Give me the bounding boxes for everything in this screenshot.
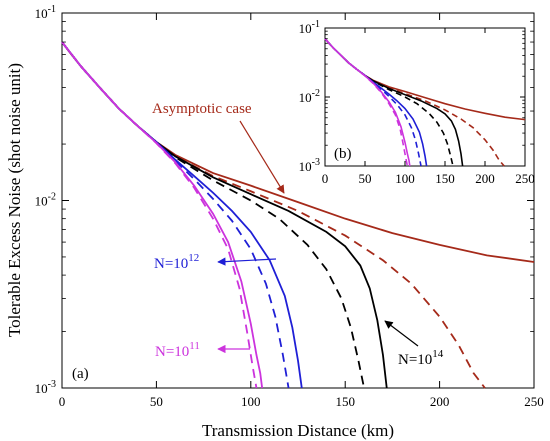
inset-series-n12_dashed [324,38,422,167]
main-series-n14_dashed [61,41,365,389]
panel-label-b: (b) [334,146,352,162]
inset-x-ticks: 0 50 100 150 200 250 [322,28,535,186]
annotation-n12-exp: 12 [188,252,199,264]
annotation-n11-base: N=10 [155,344,189,360]
x-axis-label: Transmission Distance (km) [202,421,394,440]
main-y-tick-label: 10-1 [35,4,56,21]
annotation-n14-exp: 14 [432,348,444,360]
inset-plot: 0 50 100 150 200 250 10-310-210-1 (b) [299,19,535,186]
inset-series-n11_dashed [324,38,409,167]
inset-series-group [324,38,526,167]
inset-x-tick-label: 100 [395,171,415,186]
main-y-tick-label: 10-2 [35,192,56,209]
inset-y-tick-exp: -2 [312,88,320,99]
inset-x-tick-label: 250 [515,171,535,186]
main-y-tick-exp: -3 [48,379,56,390]
main-x-ticks: 0 50 100 150 200 250 [59,13,544,409]
annotation-n12-base: N=10 [154,256,188,272]
annotations: Asymptotic case N=1012 N=1011 N=1014 [152,101,444,368]
main-series-group [61,41,535,389]
arrow-n14 [384,320,419,347]
inset-x-tick-label: 150 [435,171,455,186]
inset-series-n11_solid [324,38,411,167]
inset-y-tick-exp: -1 [312,19,320,30]
main-x-tick-label: 50 [150,394,163,409]
main-y-tick-base: 10 [35,6,48,21]
main-x-tick-label: 150 [335,394,355,409]
inset-y-ticks: 10-310-210-1 [299,19,525,174]
main-y-ticks: 10-310-210-1 [35,4,534,396]
panel-label-a: (a) [72,366,89,382]
main-series-n11_dashed [61,41,258,389]
main-y-tick-label: 10-3 [35,379,56,396]
annotation-n12: N=1012 [154,252,199,272]
main-y-tick-base: 10 [35,194,48,209]
main-y-tick-exp: -2 [48,192,56,203]
inset-y-tick-exp: -3 [312,157,320,168]
inset-y-tick-base: 10 [299,90,312,105]
inset-y-tick-base: 10 [299,21,312,36]
inset-series-n14_dashed [324,38,454,167]
inset-y-tick-label: 10-1 [299,19,320,36]
arrow-n12 [217,257,277,266]
arrow-asymptotic [239,120,285,194]
main-x-tick-label: 100 [241,394,261,409]
main-x-tick-label: 0 [59,394,66,409]
main-x-tick-label: 250 [524,394,544,409]
annotation-n11-exp: 11 [189,340,200,352]
inset-x-tick-label: 200 [475,171,495,186]
inset-y-tick-label: 10-3 [299,157,320,174]
annotation-n14: N=1014 [398,348,444,368]
annotation-asymptotic: Asymptotic case [152,101,252,117]
inset-y-tick-base: 10 [299,159,312,174]
inset-x-tick-label: 0 [322,171,329,186]
inset-y-tick-label: 10-2 [299,88,320,105]
annotation-n11: N=1011 [155,340,200,360]
annotation-n14-base: N=10 [398,352,432,368]
main-y-tick-base: 10 [35,381,48,396]
main-y-tick-exp: -1 [48,4,56,15]
inset-x-tick-label: 50 [359,171,372,186]
y-axis-label: Tolerable Excess Noise (shot noise unit) [5,63,24,337]
main-x-tick-label: 200 [430,394,450,409]
